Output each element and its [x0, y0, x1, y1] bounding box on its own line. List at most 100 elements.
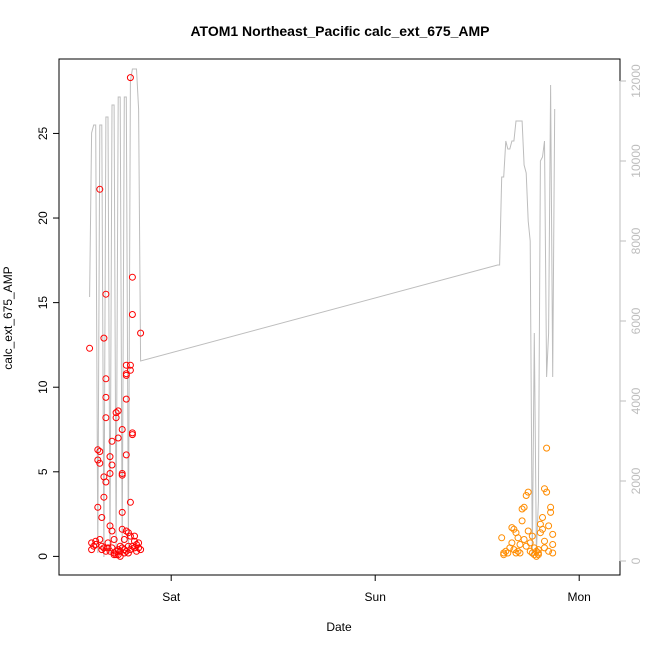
line-series-path — [89, 68, 556, 558]
series-1-point — [96, 185, 104, 193]
series-1-point — [128, 311, 136, 318]
x-tick-label: Sat — [162, 590, 181, 604]
series-1-point — [102, 414, 110, 422]
series-1-point — [96, 459, 104, 467]
series-1-point — [131, 532, 138, 540]
series-1-point — [100, 493, 108, 501]
series-1-point — [102, 375, 110, 383]
series-1-point — [135, 544, 143, 552]
series-1-point — [96, 536, 104, 543]
series-2-point — [518, 517, 526, 525]
series-1-point — [128, 431, 136, 439]
y-right-tick-label: 4000 — [629, 387, 643, 414]
series-1-point — [94, 503, 102, 511]
series-2-point — [500, 551, 508, 559]
line-series — [89, 68, 556, 558]
series-2-point — [522, 542, 530, 550]
series-1-point — [114, 551, 122, 559]
series-1-point — [137, 329, 145, 337]
series-1-point — [102, 290, 110, 298]
series-1-point — [124, 529, 132, 537]
series-2-point — [508, 524, 516, 532]
series-1-point — [116, 542, 124, 550]
y-left-tick-label: 25 — [36, 126, 50, 140]
series-2-point — [520, 536, 528, 543]
x-tick-label: Mon — [568, 590, 591, 604]
series-1-point — [126, 366, 134, 374]
series-1-point — [100, 334, 108, 342]
y-left-tick-label: 20 — [36, 211, 50, 225]
series-1-point — [137, 546, 145, 554]
series-2-point — [541, 537, 548, 545]
series-1-point — [126, 546, 134, 554]
series-1-point — [124, 542, 132, 550]
points-layer — [86, 74, 557, 560]
x-tick-label: Sun — [365, 590, 386, 604]
series-1-point — [98, 542, 106, 550]
series-2-point — [514, 534, 522, 542]
series-2-point — [536, 529, 544, 537]
series-2-point — [543, 488, 551, 496]
series-2-point — [534, 549, 542, 557]
series-1-point — [118, 471, 126, 479]
series-1-point — [104, 539, 112, 547]
series-1-point — [126, 74, 134, 82]
series-1-point — [110, 536, 118, 543]
series-1-point — [116, 552, 124, 560]
series-2-point — [512, 549, 520, 557]
series-2-point — [520, 503, 528, 511]
series-1-point — [126, 532, 134, 540]
series-1-point — [133, 547, 140, 555]
series-1-point — [122, 371, 130, 379]
series-1-point — [118, 426, 126, 433]
series-1-point — [102, 547, 110, 555]
series-2-point — [524, 488, 532, 496]
series-1-point — [94, 446, 102, 454]
y-axis-left: 0 5 10 15 20 25 — [36, 126, 60, 560]
y-right-tick-label: 0 — [629, 557, 643, 564]
x-axis-label: Date — [326, 620, 352, 634]
series-1-point — [120, 536, 128, 543]
series-1-point — [131, 544, 138, 552]
series-1-point — [122, 527, 130, 535]
series-1-point — [102, 478, 110, 486]
y-right-tick-label: 12000 — [629, 64, 643, 98]
y-axis-label: calc_ext_675_AMP — [1, 266, 15, 369]
series-2-point — [522, 492, 530, 499]
series-2-point — [528, 532, 536, 540]
series-1-point — [102, 393, 110, 401]
series-2-point — [530, 551, 538, 559]
series-2-point — [510, 546, 518, 554]
series-1-point — [98, 514, 106, 521]
series-1-point — [133, 541, 140, 548]
series-2-point — [526, 539, 534, 547]
series-1-point — [135, 539, 143, 547]
series-2-point — [524, 527, 532, 535]
series-2-point — [539, 514, 546, 521]
series-1-point — [114, 407, 122, 415]
series-1-point — [112, 414, 120, 422]
series-1-point — [118, 525, 126, 533]
series-2-point — [545, 522, 553, 530]
y-right-tick-label: 10000 — [629, 144, 643, 178]
series-2-point — [532, 552, 540, 560]
series-1-point — [112, 409, 120, 417]
series-1-point — [92, 541, 100, 548]
series-1-point — [110, 551, 118, 559]
series-1-point — [112, 547, 120, 555]
series-2-point — [514, 547, 522, 555]
series-1-point — [122, 395, 130, 403]
series-2-point — [549, 530, 557, 538]
series-1-point — [98, 546, 106, 554]
series-1-point — [104, 544, 112, 552]
series-2-point — [547, 503, 555, 511]
series-2-point — [539, 525, 546, 533]
series-2-point — [498, 534, 506, 542]
series-1-point — [88, 546, 96, 554]
series-2-point — [549, 541, 557, 548]
series-2-point — [516, 541, 524, 548]
series-2-point — [510, 525, 518, 533]
series-1-point — [124, 549, 132, 557]
y-right-tick-label: 8000 — [629, 227, 643, 254]
